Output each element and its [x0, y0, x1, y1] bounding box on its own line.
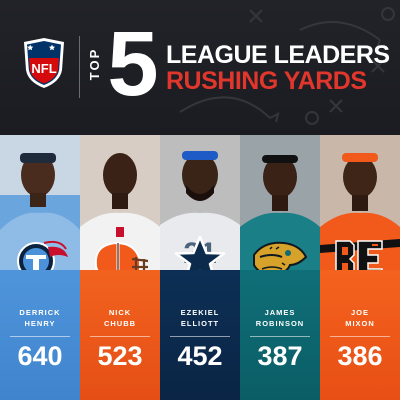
- first-name: EZEKIEL: [180, 308, 220, 317]
- rushing-yards-chubb: 523: [97, 341, 143, 371]
- play-diagram-background: [179, 7, 395, 125]
- player-name-mixon: JOE MIXON: [320, 307, 400, 337]
- last-name: HENRY: [24, 319, 56, 328]
- player-name-chubb: NICK CHUBB: [80, 307, 160, 337]
- first-name: JOE: [350, 308, 369, 317]
- browns-helmet-icon: [94, 241, 149, 275]
- player-name-henry: DERRICK HENRY: [0, 307, 80, 337]
- nfl-shield-logo-icon: NFL: [24, 38, 64, 88]
- top-number: 5: [107, 13, 159, 115]
- divider-line: [250, 336, 310, 337]
- divider-line: [10, 336, 70, 337]
- first-name: JAMES: [264, 308, 296, 317]
- stat-panel-elliott: EZEKIEL ELLIOTT: [160, 270, 240, 400]
- last-name: ROBINSON: [255, 319, 305, 328]
- player-card-henry: DERRICK HENRY 640: [0, 135, 80, 400]
- rushing-yards-henry: 640: [17, 341, 63, 371]
- divider-line: [170, 336, 230, 337]
- player-card-elliott: 21 EZEKIEL ELLIOTT 452: [160, 135, 240, 400]
- nfl-logo-text: NFL: [31, 61, 56, 76]
- divider-line: [330, 336, 390, 337]
- divider-line: [90, 336, 150, 337]
- first-name: NICK: [108, 308, 132, 317]
- stat-panel-henry: DERRICK HENRY: [0, 270, 80, 400]
- player-name-robinson: JAMES ROBINSON: [240, 307, 320, 337]
- last-name: MIXON: [345, 319, 375, 328]
- title-rushing-yards: RUSHING YARDS: [166, 67, 367, 95]
- last-name: ELLIOTT: [180, 319, 220, 328]
- player-card-robinson: JAMES ROBINSON 387: [240, 135, 320, 400]
- title-league-leaders: LEAGUE LEADERS: [166, 41, 390, 69]
- player-card-chubb: NICK CHUBB 523: [80, 135, 160, 400]
- rushing-yards-mixon: 386: [337, 341, 383, 371]
- rushing-yards-robinson: 387: [257, 341, 303, 371]
- stat-panel-chubb: NICK CHUBB: [80, 270, 160, 400]
- rushing-yards-elliott: 452: [177, 341, 223, 371]
- top-label: TOP: [87, 47, 102, 81]
- player-name-elliott: EZEKIEL ELLIOTT: [160, 307, 240, 337]
- stat-panel-mixon: JOE MIXON: [320, 270, 400, 400]
- header-banner: NFL TOP 5 LEAGUE LEADERS RUSHING YARDS: [0, 0, 400, 135]
- player-card-mixon: JOE MIXON 386: [320, 135, 400, 400]
- leaders-columns: DERRICK HENRY 640: [0, 135, 400, 400]
- header-divider: [79, 36, 80, 98]
- stat-panel-robinson: JAMES ROBINSON: [240, 270, 320, 400]
- last-name: CHUBB: [103, 319, 137, 328]
- first-name: DERRICK: [19, 308, 61, 317]
